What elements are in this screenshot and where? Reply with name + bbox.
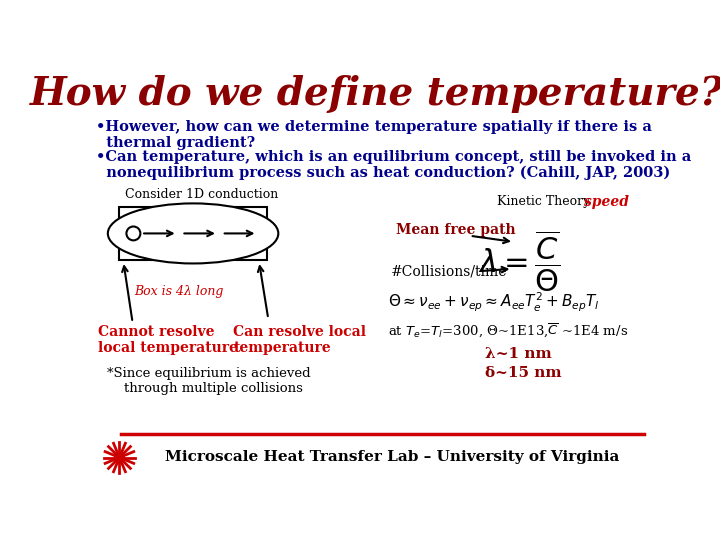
Text: Mean free path: Mean free path bbox=[396, 224, 516, 238]
Text: λ~1 nm: λ~1 nm bbox=[485, 347, 552, 361]
Text: $\lambda = \dfrac{\overline{C}}{\Theta}$: $\lambda = \dfrac{\overline{C}}{\Theta}$ bbox=[477, 229, 560, 294]
Circle shape bbox=[127, 226, 140, 240]
Text: at $T_e$=$T_l$=300, Θ~1E13,$\overline{C}$ ~1E4 m/s: at $T_e$=$T_l$=300, Θ~1E13,$\overline{C}… bbox=[388, 322, 629, 339]
Text: *Since equilibrium is achieved
    through multiple collisions: *Since equilibrium is achieved through m… bbox=[107, 367, 310, 395]
Text: speed: speed bbox=[584, 195, 629, 209]
Ellipse shape bbox=[108, 204, 279, 264]
Text: •However, how can we determine temperature spatially if there is a
  thermal gra: •However, how can we determine temperatu… bbox=[96, 120, 652, 151]
Text: How do we define temperature?: How do we define temperature? bbox=[30, 75, 720, 113]
Text: #Collisions/time: #Collisions/time bbox=[391, 264, 507, 278]
Text: Consider 1D conduction: Consider 1D conduction bbox=[125, 188, 278, 201]
Text: δ~15 nm: δ~15 nm bbox=[485, 366, 562, 380]
Text: Box is 4λ long: Box is 4λ long bbox=[135, 286, 224, 299]
Circle shape bbox=[114, 453, 124, 462]
Bar bbox=[120, 207, 266, 260]
Text: Cannot resolve
local temperature: Cannot resolve local temperature bbox=[98, 325, 238, 355]
Text: •Can temperature, which is an equilibrium concept, still be invoked in a
  noneq: •Can temperature, which is an equilibriu… bbox=[96, 150, 691, 180]
Text: $\Theta \approx \nu_{ee} + \nu_{ep} \approx A_{ee}T_e^2 + B_{ep}T_l$: $\Theta \approx \nu_{ee} + \nu_{ep} \app… bbox=[388, 291, 600, 314]
Text: Can resolve local
temperature: Can resolve local temperature bbox=[233, 325, 366, 355]
Text: Microscale Heat Transfer Lab – University of Virginia: Microscale Heat Transfer Lab – Universit… bbox=[165, 450, 619, 464]
Text: Kinetic Theory: Kinetic Theory bbox=[497, 195, 590, 208]
